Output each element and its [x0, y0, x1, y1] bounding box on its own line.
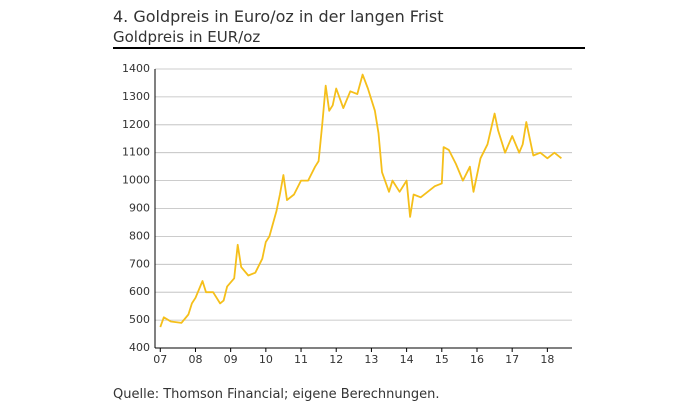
x-tick-label: 08	[188, 353, 202, 366]
x-tick-label: 10	[259, 353, 273, 366]
y-tick-label: 1400	[122, 62, 150, 75]
y-tick-label: 1100	[122, 146, 150, 159]
x-tick-label: 12	[329, 353, 343, 366]
x-tick-label: 17	[505, 353, 519, 366]
line-series	[159, 73, 562, 328]
y-tick-label: 1000	[122, 174, 150, 187]
y-tick-label: 400	[129, 341, 150, 354]
y-tick-label: 600	[129, 285, 150, 298]
y-tick-label: 1200	[122, 118, 150, 131]
x-tick-label: 11	[294, 353, 308, 366]
x-tick-label: 14	[400, 353, 414, 366]
x-tick-label: 07	[153, 353, 167, 366]
y-tick-label: 900	[129, 202, 150, 215]
chart-title: 4. Goldpreis in Euro/oz in der langen Fr…	[113, 7, 443, 26]
source-note: Quelle: Thomson Financial; eigene Berech…	[113, 387, 439, 402]
x-tick-label: 18	[540, 353, 554, 366]
y-tick-label: 800	[129, 229, 150, 242]
x-tick-label: 16	[470, 353, 484, 366]
x-tick-label: 09	[224, 353, 238, 366]
y-tick-label: 700	[129, 257, 150, 270]
x-tick-label: 13	[364, 353, 378, 366]
chart-subtitle: Goldpreis in EUR/oz	[113, 28, 260, 46]
y-tick-label: 1300	[122, 90, 150, 103]
y-tick-label: 500	[129, 313, 150, 326]
x-tick-label: 15	[435, 353, 449, 366]
